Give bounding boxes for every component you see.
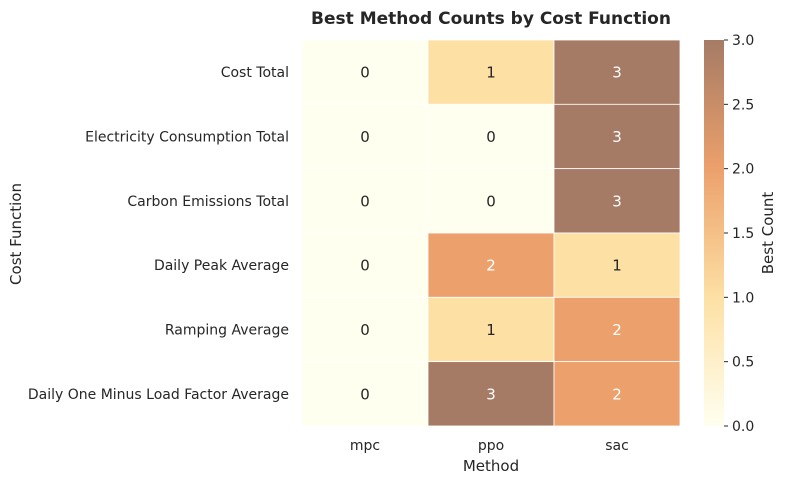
- colorbar: [704, 40, 724, 426]
- colorbar-tick-label: 1.5: [732, 226, 754, 242]
- x-tick-label: sac: [605, 438, 629, 454]
- cell-value-label: 0: [360, 192, 370, 210]
- cell-value-label: 3: [486, 385, 496, 403]
- y-tick-label: Daily One Minus Load Factor Average: [28, 387, 289, 403]
- y-tick-label: Ramping Average: [165, 322, 289, 338]
- x-tick-label: ppo: [478, 438, 504, 454]
- cell-value-label: 2: [612, 321, 622, 339]
- colorbar-tick-label: 2.0: [732, 162, 754, 178]
- cell-value-label: 0: [360, 64, 370, 82]
- colorbar-label: Best Count: [759, 192, 777, 275]
- y-axis-label: Cost Function: [7, 183, 25, 285]
- x-tick-label: mpc: [350, 438, 380, 454]
- y-tick-label: Electricity Consumption Total: [85, 129, 289, 145]
- cell-value-label: 0: [486, 128, 496, 146]
- colorbar-tick-label: 1.0: [732, 290, 754, 306]
- cell-value-label: 0: [360, 385, 370, 403]
- cell-value-label: 0: [360, 128, 370, 146]
- x-tick-labels: mpc ppo sac: [350, 438, 629, 454]
- cell-value-label: 0: [360, 257, 370, 275]
- cell-value-label: 3: [612, 192, 622, 210]
- y-tick-labels: Cost Total Electricity Consumption Total C…: [28, 65, 289, 403]
- cell-value-label: 3: [612, 128, 622, 146]
- y-tick-label: Carbon Emissions Total: [127, 194, 289, 210]
- cell-value-label: 1: [486, 64, 496, 82]
- x-axis-label: Method: [463, 457, 519, 475]
- colorbar-tick-label: 0.0: [732, 419, 754, 435]
- cell-value-label: 2: [612, 385, 622, 403]
- cell-value-label: 2: [486, 257, 496, 275]
- colorbar-tick-label: 0.5: [732, 355, 754, 371]
- colorbar-tick-label: 3.0: [732, 33, 754, 49]
- heatmap-cells: [302, 40, 680, 426]
- chart-title: Best Method Counts by Cost Function: [311, 9, 671, 29]
- cell-value-label: 0: [360, 321, 370, 339]
- colorbar-ticks: 0.0 0.5 1.0 1.5 2.0 2.5 3.0: [724, 33, 754, 435]
- cell-value-label: 1: [612, 257, 622, 275]
- cell-value-label: 3: [612, 64, 622, 82]
- cell-value-label: 0: [486, 192, 496, 210]
- colorbar-tick-label: 2.5: [732, 97, 754, 113]
- y-tick-label: Cost Total: [221, 65, 289, 81]
- cell-value-label: 1: [486, 321, 496, 339]
- y-tick-label: Daily Peak Average: [154, 258, 289, 274]
